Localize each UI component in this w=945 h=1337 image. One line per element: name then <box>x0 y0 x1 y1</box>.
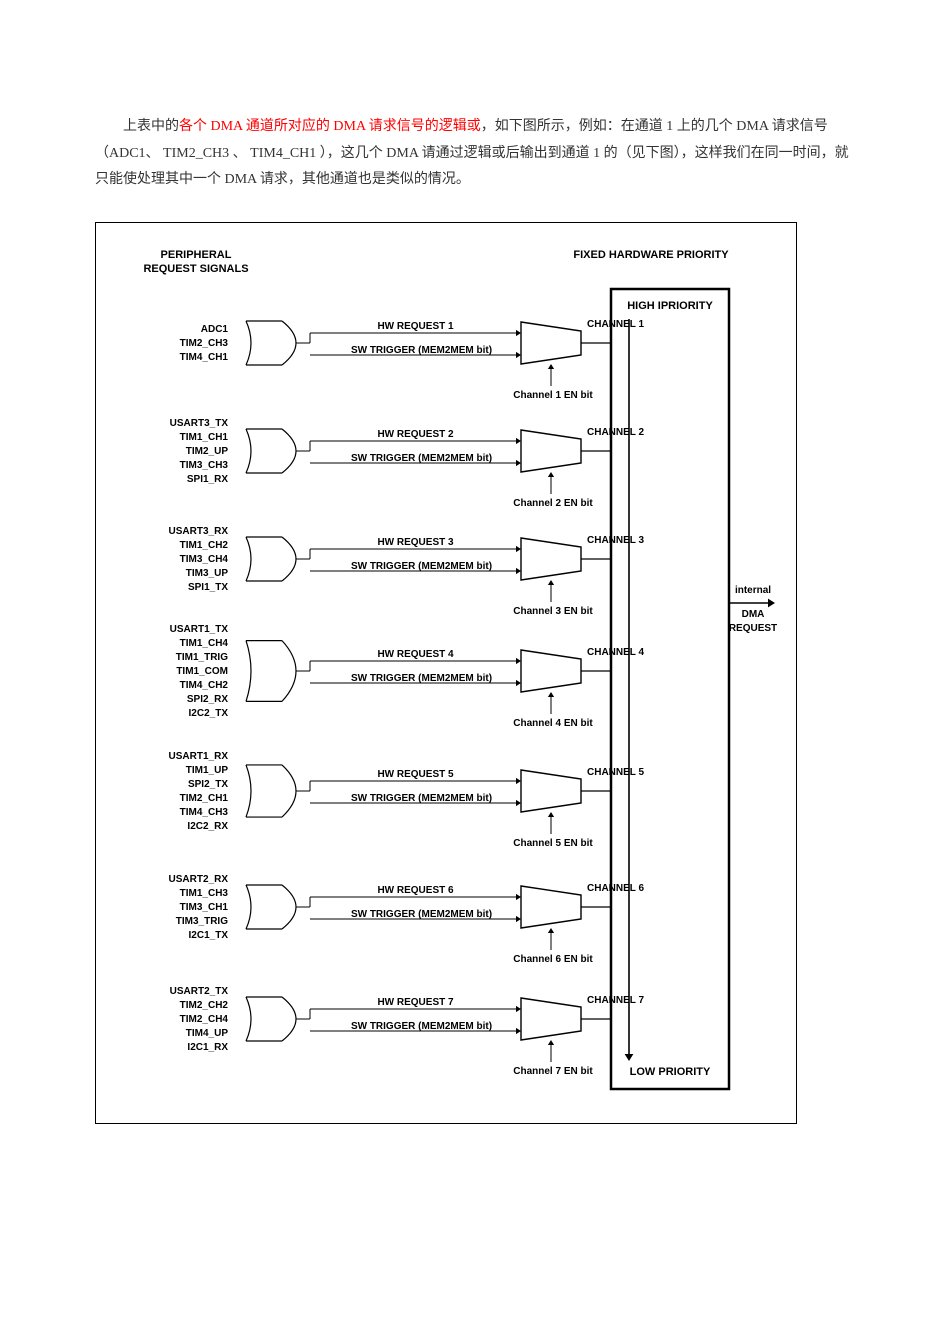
svg-text:DMA: DMA <box>742 609 765 620</box>
svg-text:HW REQUEST 4: HW REQUEST 4 <box>377 649 454 660</box>
svg-text:HIGH IPRIORITY: HIGH IPRIORITY <box>627 300 713 312</box>
svg-text:CHANNEL 7: CHANNEL 7 <box>587 995 644 1006</box>
svg-text:TIM1_CH3: TIM1_CH3 <box>180 888 229 899</box>
svg-text:REQUEST: REQUEST <box>729 623 777 634</box>
svg-text:CHANNEL 6: CHANNEL 6 <box>587 883 644 894</box>
svg-text:SW TRIGGER (MEM2MEM bit): SW TRIGGER (MEM2MEM bit) <box>351 909 492 920</box>
svg-text:CHANNEL 2: CHANNEL 2 <box>587 427 644 438</box>
intro-highlight: 各个 DMA 通道所对应的 DMA 请求信号的逻辑或 <box>179 119 481 134</box>
svg-text:TIM3_UP: TIM3_UP <box>186 568 229 579</box>
svg-text:HW REQUEST 1: HW REQUEST 1 <box>377 321 454 332</box>
svg-text:USART2_RX: USART2_RX <box>169 874 229 885</box>
svg-text:TIM3_CH4: TIM3_CH4 <box>180 554 229 565</box>
svg-text:Channel 2 EN bit: Channel 2 EN bit <box>513 498 593 509</box>
svg-text:I2C2_TX: I2C2_TX <box>189 708 229 719</box>
svg-text:SPI2_TX: SPI2_TX <box>188 779 228 790</box>
svg-text:FIXED HARDWARE PRIORITY: FIXED HARDWARE PRIORITY <box>573 249 729 261</box>
svg-text:PERIPHERAL: PERIPHERAL <box>161 249 232 261</box>
svg-text:REQUEST SIGNALS: REQUEST SIGNALS <box>143 263 248 275</box>
svg-text:SW TRIGGER (MEM2MEM bit): SW TRIGGER (MEM2MEM bit) <box>351 561 492 572</box>
svg-text:HW REQUEST 6: HW REQUEST 6 <box>377 885 454 896</box>
svg-text:TIM4_UP: TIM4_UP <box>186 1028 229 1039</box>
svg-text:LOW PRIORITY: LOW PRIORITY <box>630 1066 711 1078</box>
svg-text:TIM1_CH4: TIM1_CH4 <box>180 638 229 649</box>
svg-text:I2C1_TX: I2C1_TX <box>189 930 229 941</box>
svg-text:TIM2_CH2: TIM2_CH2 <box>180 1000 229 1011</box>
svg-text:Channel 3 EN bit: Channel 3 EN bit <box>513 606 593 617</box>
intro-pre: 上表中的 <box>123 119 179 134</box>
svg-text:HW REQUEST 7: HW REQUEST 7 <box>377 997 454 1008</box>
svg-text:TIM1_COM: TIM1_COM <box>176 666 228 677</box>
svg-text:CHANNEL 1: CHANNEL 1 <box>587 319 644 330</box>
svg-text:CHANNEL 4: CHANNEL 4 <box>587 647 644 658</box>
svg-text:USART1_TX: USART1_TX <box>170 624 229 635</box>
intro-paragraph: 上表中的各个 DMA 通道所对应的 DMA 请求信号的逻辑或，如下图所示，例如：… <box>95 114 850 194</box>
svg-text:USART3_TX: USART3_TX <box>170 418 229 429</box>
svg-text:ADC1: ADC1 <box>201 324 229 335</box>
svg-text:internal: internal <box>735 585 771 596</box>
dma-diagram: PERIPHERAL REQUEST SIGNALS FIXED HARDWARE … <box>95 222 797 1124</box>
svg-text:HW REQUEST 5: HW REQUEST 5 <box>377 769 454 780</box>
svg-text:SW TRIGGER (MEM2MEM bit): SW TRIGGER (MEM2MEM bit) <box>351 673 492 684</box>
svg-text:Channel 5 EN bit: Channel 5 EN bit <box>513 838 593 849</box>
svg-text:TIM4_CH3: TIM4_CH3 <box>180 807 229 818</box>
svg-text:I2C1_RX: I2C1_RX <box>187 1042 228 1053</box>
svg-text:TIM3_CH3: TIM3_CH3 <box>180 460 229 471</box>
svg-text:USART1_RX: USART1_RX <box>169 751 229 762</box>
svg-text:TIM2_CH4: TIM2_CH4 <box>180 1014 229 1025</box>
svg-text:SW TRIGGER (MEM2MEM bit): SW TRIGGER (MEM2MEM bit) <box>351 793 492 804</box>
svg-text:TIM1_CH2: TIM1_CH2 <box>180 540 229 551</box>
svg-text:TIM4_CH1: TIM4_CH1 <box>180 352 229 363</box>
svg-text:Channel 6 EN bit: Channel 6 EN bit <box>513 954 593 965</box>
svg-text:TIM2_CH3: TIM2_CH3 <box>180 338 229 349</box>
svg-text:TIM2_CH1: TIM2_CH1 <box>180 793 229 804</box>
svg-text:HW REQUEST 2: HW REQUEST 2 <box>377 429 454 440</box>
svg-text:SW TRIGGER (MEM2MEM bit): SW TRIGGER (MEM2MEM bit) <box>351 453 492 464</box>
svg-text:TIM3_CH1: TIM3_CH1 <box>180 902 229 913</box>
svg-text:TIM1_TRIG: TIM1_TRIG <box>176 652 228 663</box>
svg-text:TIM2_UP: TIM2_UP <box>186 446 229 457</box>
svg-text:CHANNEL 5: CHANNEL 5 <box>587 767 644 778</box>
svg-text:TIM1_CH1: TIM1_CH1 <box>180 432 229 443</box>
svg-text:I2C2_RX: I2C2_RX <box>187 821 228 832</box>
svg-text:SPI2_RX: SPI2_RX <box>187 694 228 705</box>
svg-text:USART2_TX: USART2_TX <box>170 986 229 997</box>
svg-text:TIM3_TRIG: TIM3_TRIG <box>176 916 228 927</box>
svg-text:Channel 7 EN bit: Channel 7 EN bit <box>513 1066 593 1077</box>
svg-text:SW TRIGGER (MEM2MEM bit): SW TRIGGER (MEM2MEM bit) <box>351 1021 492 1032</box>
svg-text:CHANNEL 3: CHANNEL 3 <box>587 535 644 546</box>
svg-text:HW REQUEST 3: HW REQUEST 3 <box>377 537 454 548</box>
svg-text:USART3_RX: USART3_RX <box>169 526 229 537</box>
svg-text:TIM4_CH2: TIM4_CH2 <box>180 680 229 691</box>
svg-text:Channel 1 EN bit: Channel 1 EN bit <box>513 390 593 401</box>
svg-text:Channel 4 EN bit: Channel 4 EN bit <box>513 718 593 729</box>
svg-text:SW TRIGGER (MEM2MEM bit): SW TRIGGER (MEM2MEM bit) <box>351 345 492 356</box>
svg-text:TIM1_UP: TIM1_UP <box>186 765 229 776</box>
svg-text:SPI1_RX: SPI1_RX <box>187 474 228 485</box>
svg-text:SPI1_TX: SPI1_TX <box>188 582 228 593</box>
